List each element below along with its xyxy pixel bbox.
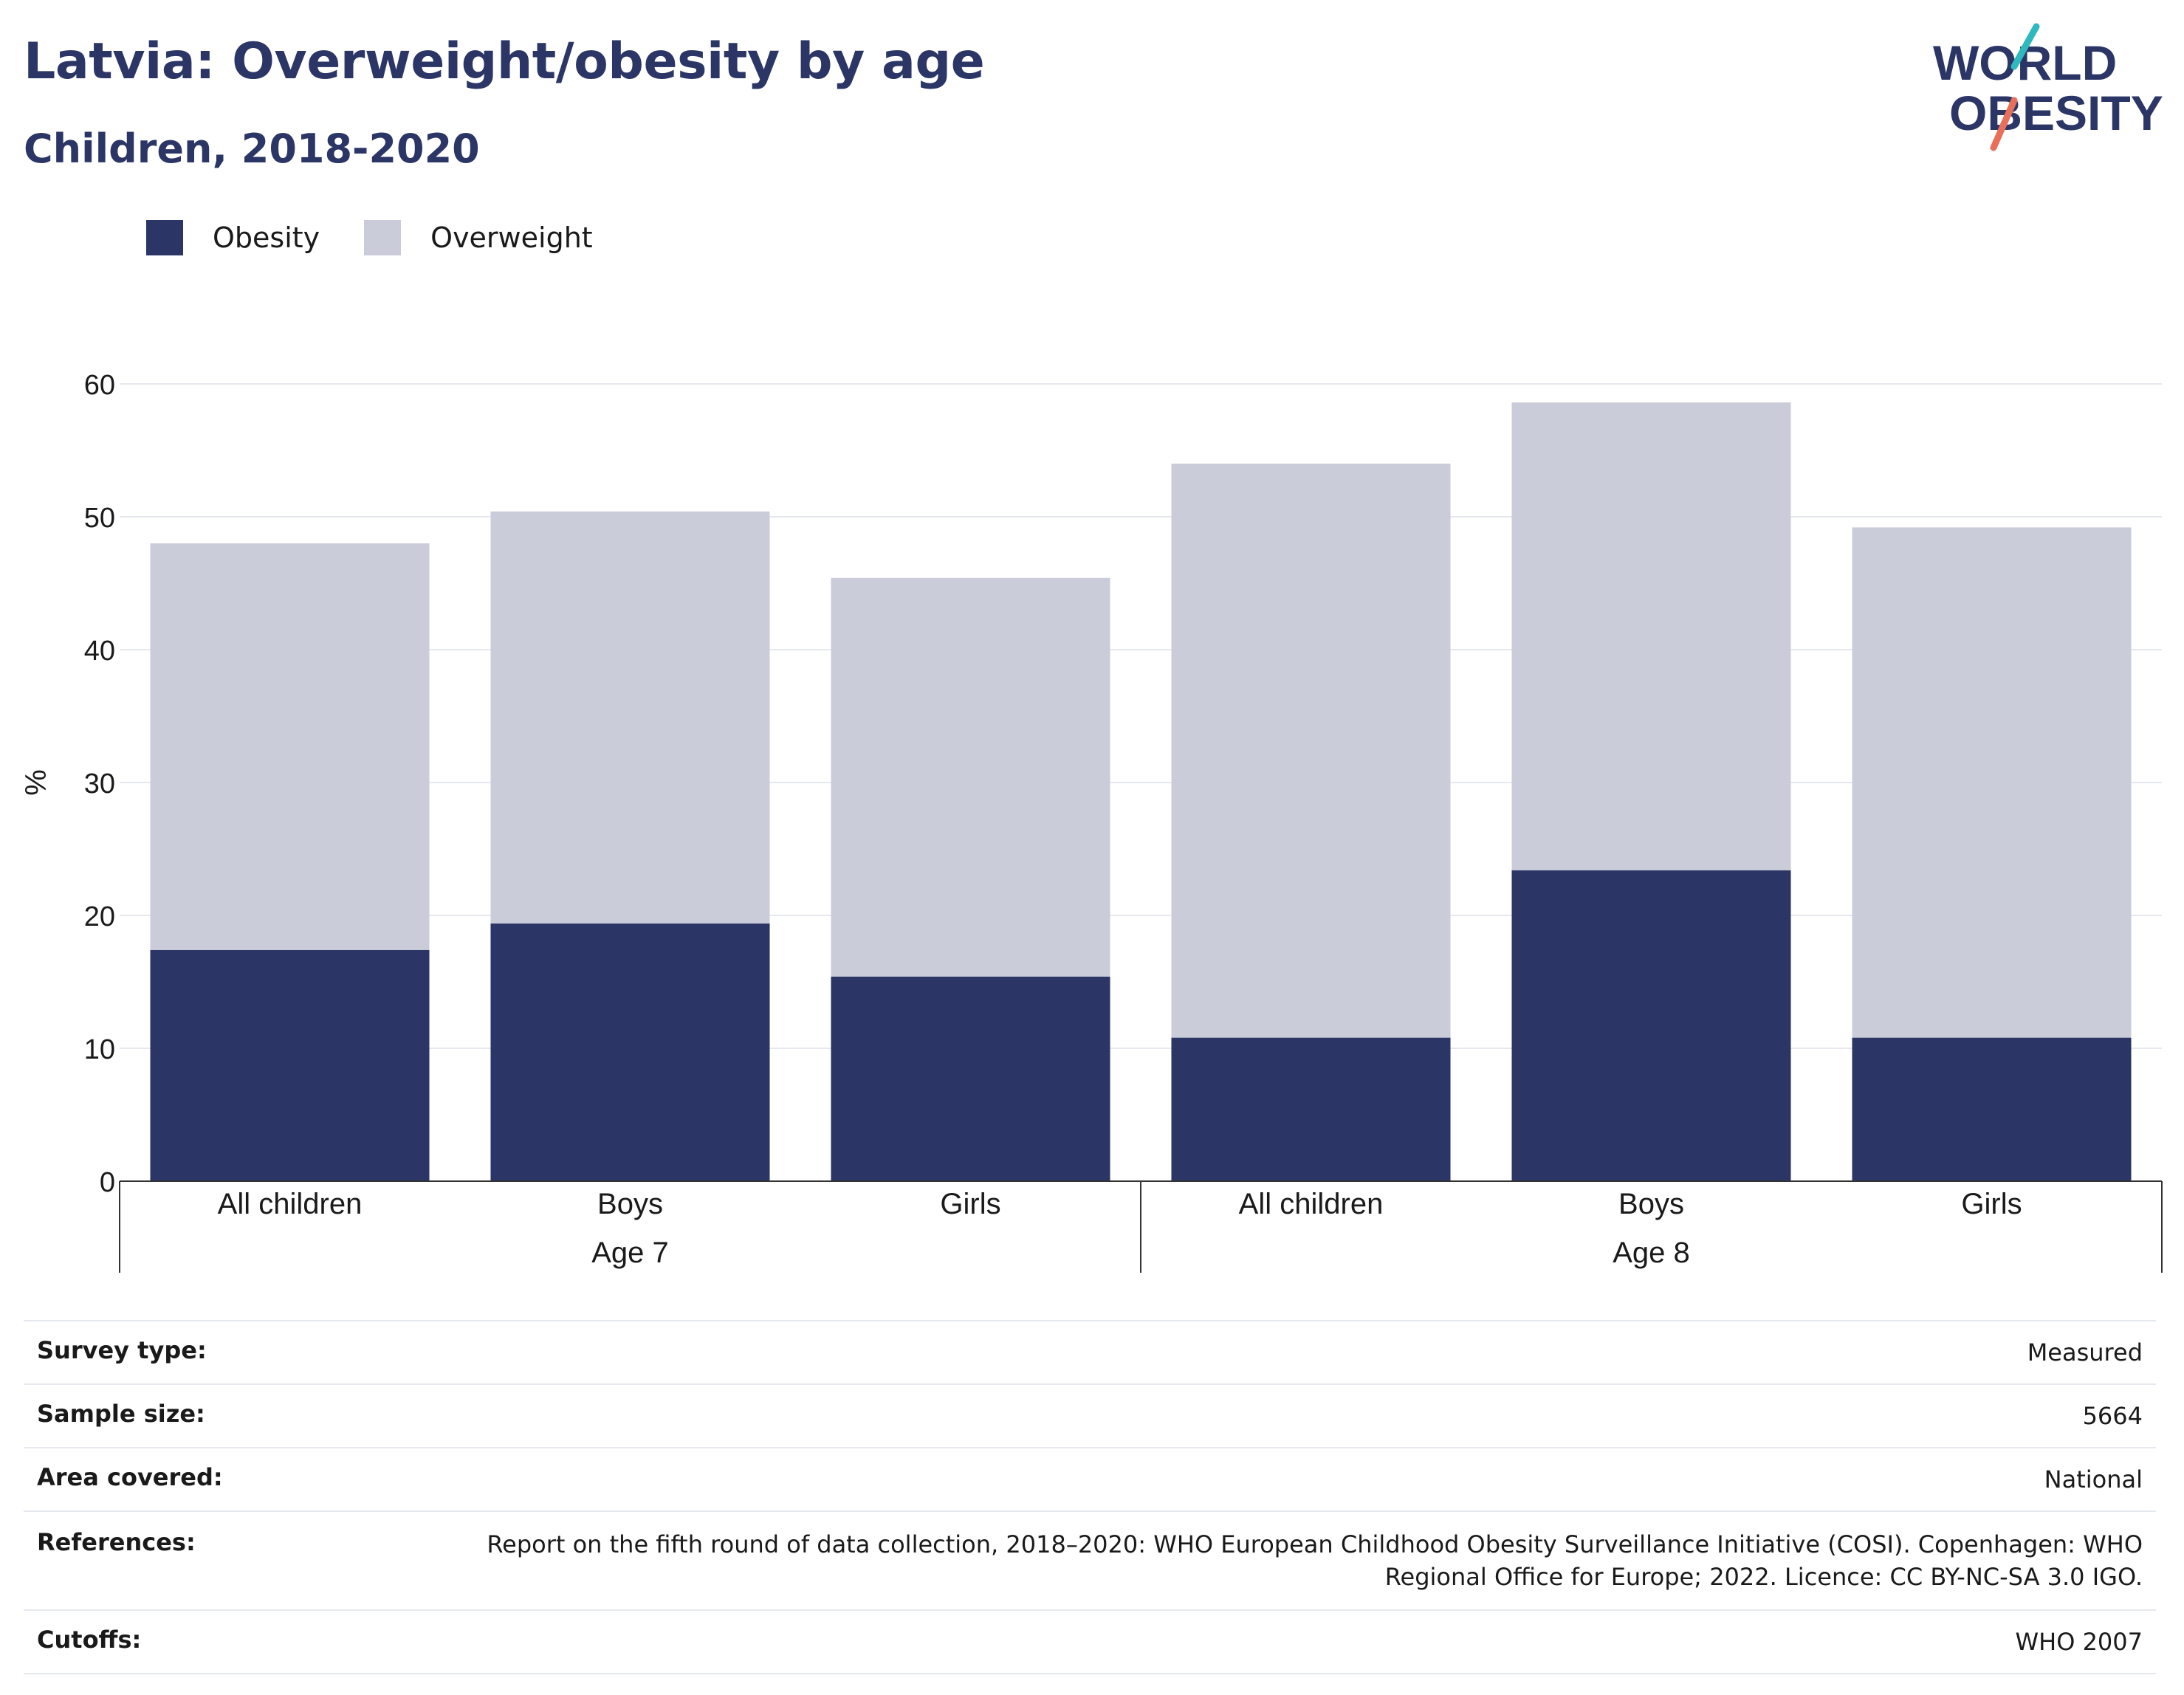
stacked-bar-chart: 0 10 20 30 40 50 60 All children Boys Girls All ch… <box>20 370 2163 1273</box>
group-label: Age 7 <box>591 1237 669 1269</box>
bar-obesity-4 <box>1171 1037 1451 1181</box>
x-tick-label: Girls <box>1961 1188 2022 1220</box>
info-value: National <box>2044 1465 2143 1493</box>
x-tick-label: All children <box>1239 1188 1384 1220</box>
axes: 0 10 20 30 40 50 60 All children Boys Girls All ch… <box>84 370 2163 1273</box>
bar-overweight-2 <box>490 511 770 924</box>
bar-overweight-3 <box>831 577 1110 977</box>
y-tick-label: 10 <box>84 1034 115 1065</box>
legend-label-overweight: Overweight <box>430 221 593 254</box>
x-tick-label: Boys <box>597 1188 663 1220</box>
bars <box>150 402 2132 1181</box>
y-tick-label: 30 <box>84 769 115 800</box>
info-row-sample-size: Sample size: 5664 <box>24 1383 2156 1447</box>
info-label: Survey type: <box>37 1336 207 1364</box>
info-label: References: <box>37 1528 196 1556</box>
info-value: WHO 2007 <box>2015 1628 2143 1656</box>
info-label: Area covered: <box>37 1463 223 1491</box>
info-value: Report on the fifth round of data collec… <box>487 1530 2143 1591</box>
legend-label-obesity: Obesity <box>213 221 320 254</box>
bar-obesity-2 <box>490 923 770 1181</box>
x-tick-label: Girls <box>940 1188 1000 1220</box>
group-label: Age 8 <box>1613 1237 1690 1269</box>
bar-obesity-1 <box>150 949 430 1181</box>
bar-overweight-5 <box>1511 402 1791 870</box>
survey-info-table: Survey type: Measured Sample size: 5664 … <box>24 1320 2156 1674</box>
legend-swatch-overweight <box>364 220 402 255</box>
legend-item-overweight[interactable]: Overweight <box>364 220 593 255</box>
info-value: 5664 <box>2082 1402 2143 1430</box>
x-tick-label: All children <box>218 1188 363 1220</box>
info-row-survey-type: Survey type: Measured <box>24 1320 2156 1383</box>
logo-slash-teal <box>2010 23 2040 70</box>
bar-overweight-1 <box>150 543 430 950</box>
y-tick-label: 0 <box>100 1167 115 1198</box>
y-axis-label: % <box>20 769 52 796</box>
bar-overweight-6 <box>1852 527 2132 1038</box>
x-tick-label: Boys <box>1618 1188 1684 1220</box>
info-row-area-covered: Area covered: National <box>24 1447 2156 1510</box>
world-obesity-logo: WORLD OBESITY <box>1933 23 2163 151</box>
logo-line-2: OBESITY <box>1949 86 2163 140</box>
y-tick-label: 40 <box>84 636 115 667</box>
info-value: Measured <box>2027 1338 2143 1366</box>
bar-obesity-3 <box>831 976 1110 1181</box>
chart-legend: Obesity Overweight <box>146 220 637 255</box>
bar-overweight-4 <box>1171 464 1451 1038</box>
chart-title: Latvia: Overweight/obesity by age <box>24 32 985 91</box>
gridlines <box>120 383 2162 1049</box>
legend-swatch-obesity <box>146 220 183 255</box>
y-tick-label: 50 <box>84 503 115 534</box>
bar-obesity-5 <box>1511 870 1791 1181</box>
chart-subtitle: Children, 2018-2020 <box>24 126 480 172</box>
y-tick-label: 60 <box>84 370 115 401</box>
legend-item-obesity[interactable]: Obesity <box>146 220 320 255</box>
info-label: Cutoffs: <box>37 1626 142 1654</box>
y-tick-label: 20 <box>84 901 115 932</box>
info-label: Sample size: <box>37 1400 205 1428</box>
logo-slash-coral <box>1990 97 2018 151</box>
info-row-references: References: Report on the fifth round of… <box>24 1510 2156 1609</box>
bar-obesity-6 <box>1852 1037 2132 1181</box>
info-row-cutoffs: Cutoffs: WHO 2007 <box>24 1609 2156 1674</box>
